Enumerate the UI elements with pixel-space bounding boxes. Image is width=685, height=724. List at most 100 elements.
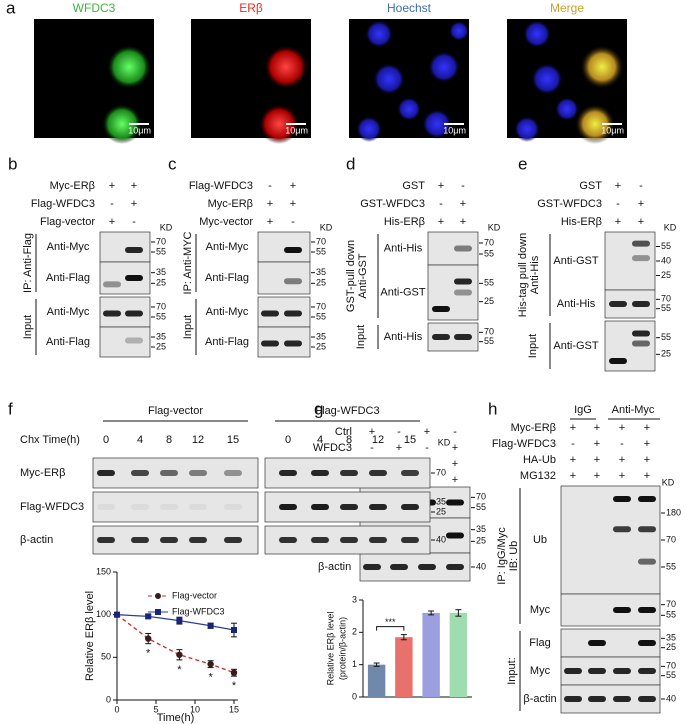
- treatment-sign: -: [453, 426, 457, 438]
- group-label: Input:: [506, 657, 518, 685]
- band: [160, 537, 178, 543]
- band: [638, 495, 656, 502]
- y-tick-label: 100: [96, 609, 111, 619]
- blot-label: Anti-Myc: [206, 241, 249, 253]
- treatment-label: GST: [579, 180, 602, 192]
- band: [446, 564, 464, 570]
- panel-letter: c: [168, 154, 177, 173]
- time-label: Chx Time(h): [20, 434, 80, 446]
- band: [638, 607, 656, 613]
- kd-label: KD: [488, 222, 501, 232]
- y-axis-label: Relative ERβ level: [84, 591, 96, 681]
- cell: [523, 20, 551, 48]
- size-marker: 55: [476, 502, 486, 512]
- treatment-label: Myc-vector: [199, 216, 253, 228]
- band: [131, 470, 149, 476]
- cell: [107, 45, 151, 89]
- treatment-sign: +: [452, 458, 458, 470]
- treatment-label: GST-WFDC3: [537, 198, 602, 210]
- treatment-sign: -: [616, 198, 620, 210]
- treatment-sign: +: [644, 438, 650, 450]
- group-header: Anti-Myc: [612, 404, 655, 416]
- size-marker: 55: [661, 303, 671, 313]
- panel-letter: b: [8, 154, 17, 173]
- band: [311, 537, 329, 543]
- band: [609, 301, 627, 307]
- band: [160, 504, 178, 510]
- band: [432, 334, 450, 340]
- band: [588, 696, 606, 702]
- blot: [92, 491, 259, 523]
- treatment-sign: +: [131, 198, 137, 210]
- group-label: Anti-His: [529, 255, 541, 294]
- band: [103, 281, 121, 288]
- group-label: Input: [182, 315, 194, 339]
- treatment-sign: -: [571, 438, 575, 450]
- band: [454, 334, 472, 340]
- size-marker: 55: [661, 241, 671, 251]
- band: [390, 564, 408, 570]
- band: [125, 337, 143, 344]
- scale-bar-label: 10μm: [128, 125, 151, 135]
- blot-label: β-actin: [318, 561, 351, 573]
- size-marker: 70: [666, 534, 676, 544]
- time-point: 4: [137, 434, 143, 446]
- treatment-sign: +: [644, 470, 650, 482]
- treatment-sign: +: [452, 442, 458, 454]
- channel-label: Merge: [550, 1, 584, 15]
- cell: [259, 104, 299, 144]
- band: [97, 470, 115, 476]
- cell: [264, 45, 308, 89]
- size-marker: 25: [316, 278, 326, 288]
- point: [176, 617, 183, 624]
- treatment-sign: -: [439, 198, 443, 210]
- band: [224, 537, 242, 543]
- size-marker: 35: [156, 331, 166, 341]
- band: [340, 470, 358, 476]
- point: [207, 622, 214, 629]
- treatment-sign: +: [619, 454, 625, 466]
- series-line: [116, 614, 235, 674]
- band: [284, 247, 302, 253]
- band: [613, 668, 631, 674]
- band: [224, 504, 242, 510]
- treatment-sign: +: [594, 438, 600, 450]
- legend-label: Flag-vector: [172, 590, 217, 600]
- treatment-sign: +: [594, 422, 600, 434]
- size-marker: 35: [476, 524, 486, 534]
- significance: *: [177, 664, 182, 676]
- y-axis-label: (protein/β-actin): [337, 617, 347, 680]
- band: [632, 340, 650, 347]
- size-marker: 70: [316, 236, 326, 246]
- panel-letter: f: [8, 399, 13, 418]
- blot-label: Anti-His: [557, 298, 596, 310]
- band: [363, 564, 381, 570]
- significance: ***: [385, 617, 396, 627]
- channel-label: Hoechst: [387, 1, 432, 15]
- band: [638, 668, 656, 674]
- size-marker: 35: [316, 267, 326, 277]
- band: [261, 310, 279, 317]
- treatment-sign: +: [267, 216, 273, 228]
- band: [401, 537, 419, 543]
- treatment-sign: +: [619, 470, 625, 482]
- size-marker: 35: [316, 331, 326, 341]
- blot-label: Anti-Myc: [206, 306, 249, 318]
- treatment-label: His-ERβ: [384, 216, 425, 228]
- band: [588, 668, 606, 674]
- treatment-label: GST-WFDC3: [360, 198, 425, 210]
- blot: [560, 485, 661, 595]
- significance-bracket: [376, 626, 405, 631]
- treatment-sign: +: [131, 180, 137, 192]
- treatment-label: GST: [402, 180, 425, 192]
- cell: [531, 63, 563, 95]
- treatment-sign: +: [424, 426, 430, 438]
- kd-label: KD: [320, 222, 333, 232]
- band: [311, 504, 329, 510]
- treatment-label: His-ERβ: [561, 216, 602, 228]
- legend-marker: [155, 609, 161, 615]
- size-marker: 70: [436, 467, 446, 477]
- band: [632, 301, 650, 307]
- condition-header: Flag-vector: [148, 405, 203, 417]
- blot-label: Anti-GST: [380, 286, 426, 298]
